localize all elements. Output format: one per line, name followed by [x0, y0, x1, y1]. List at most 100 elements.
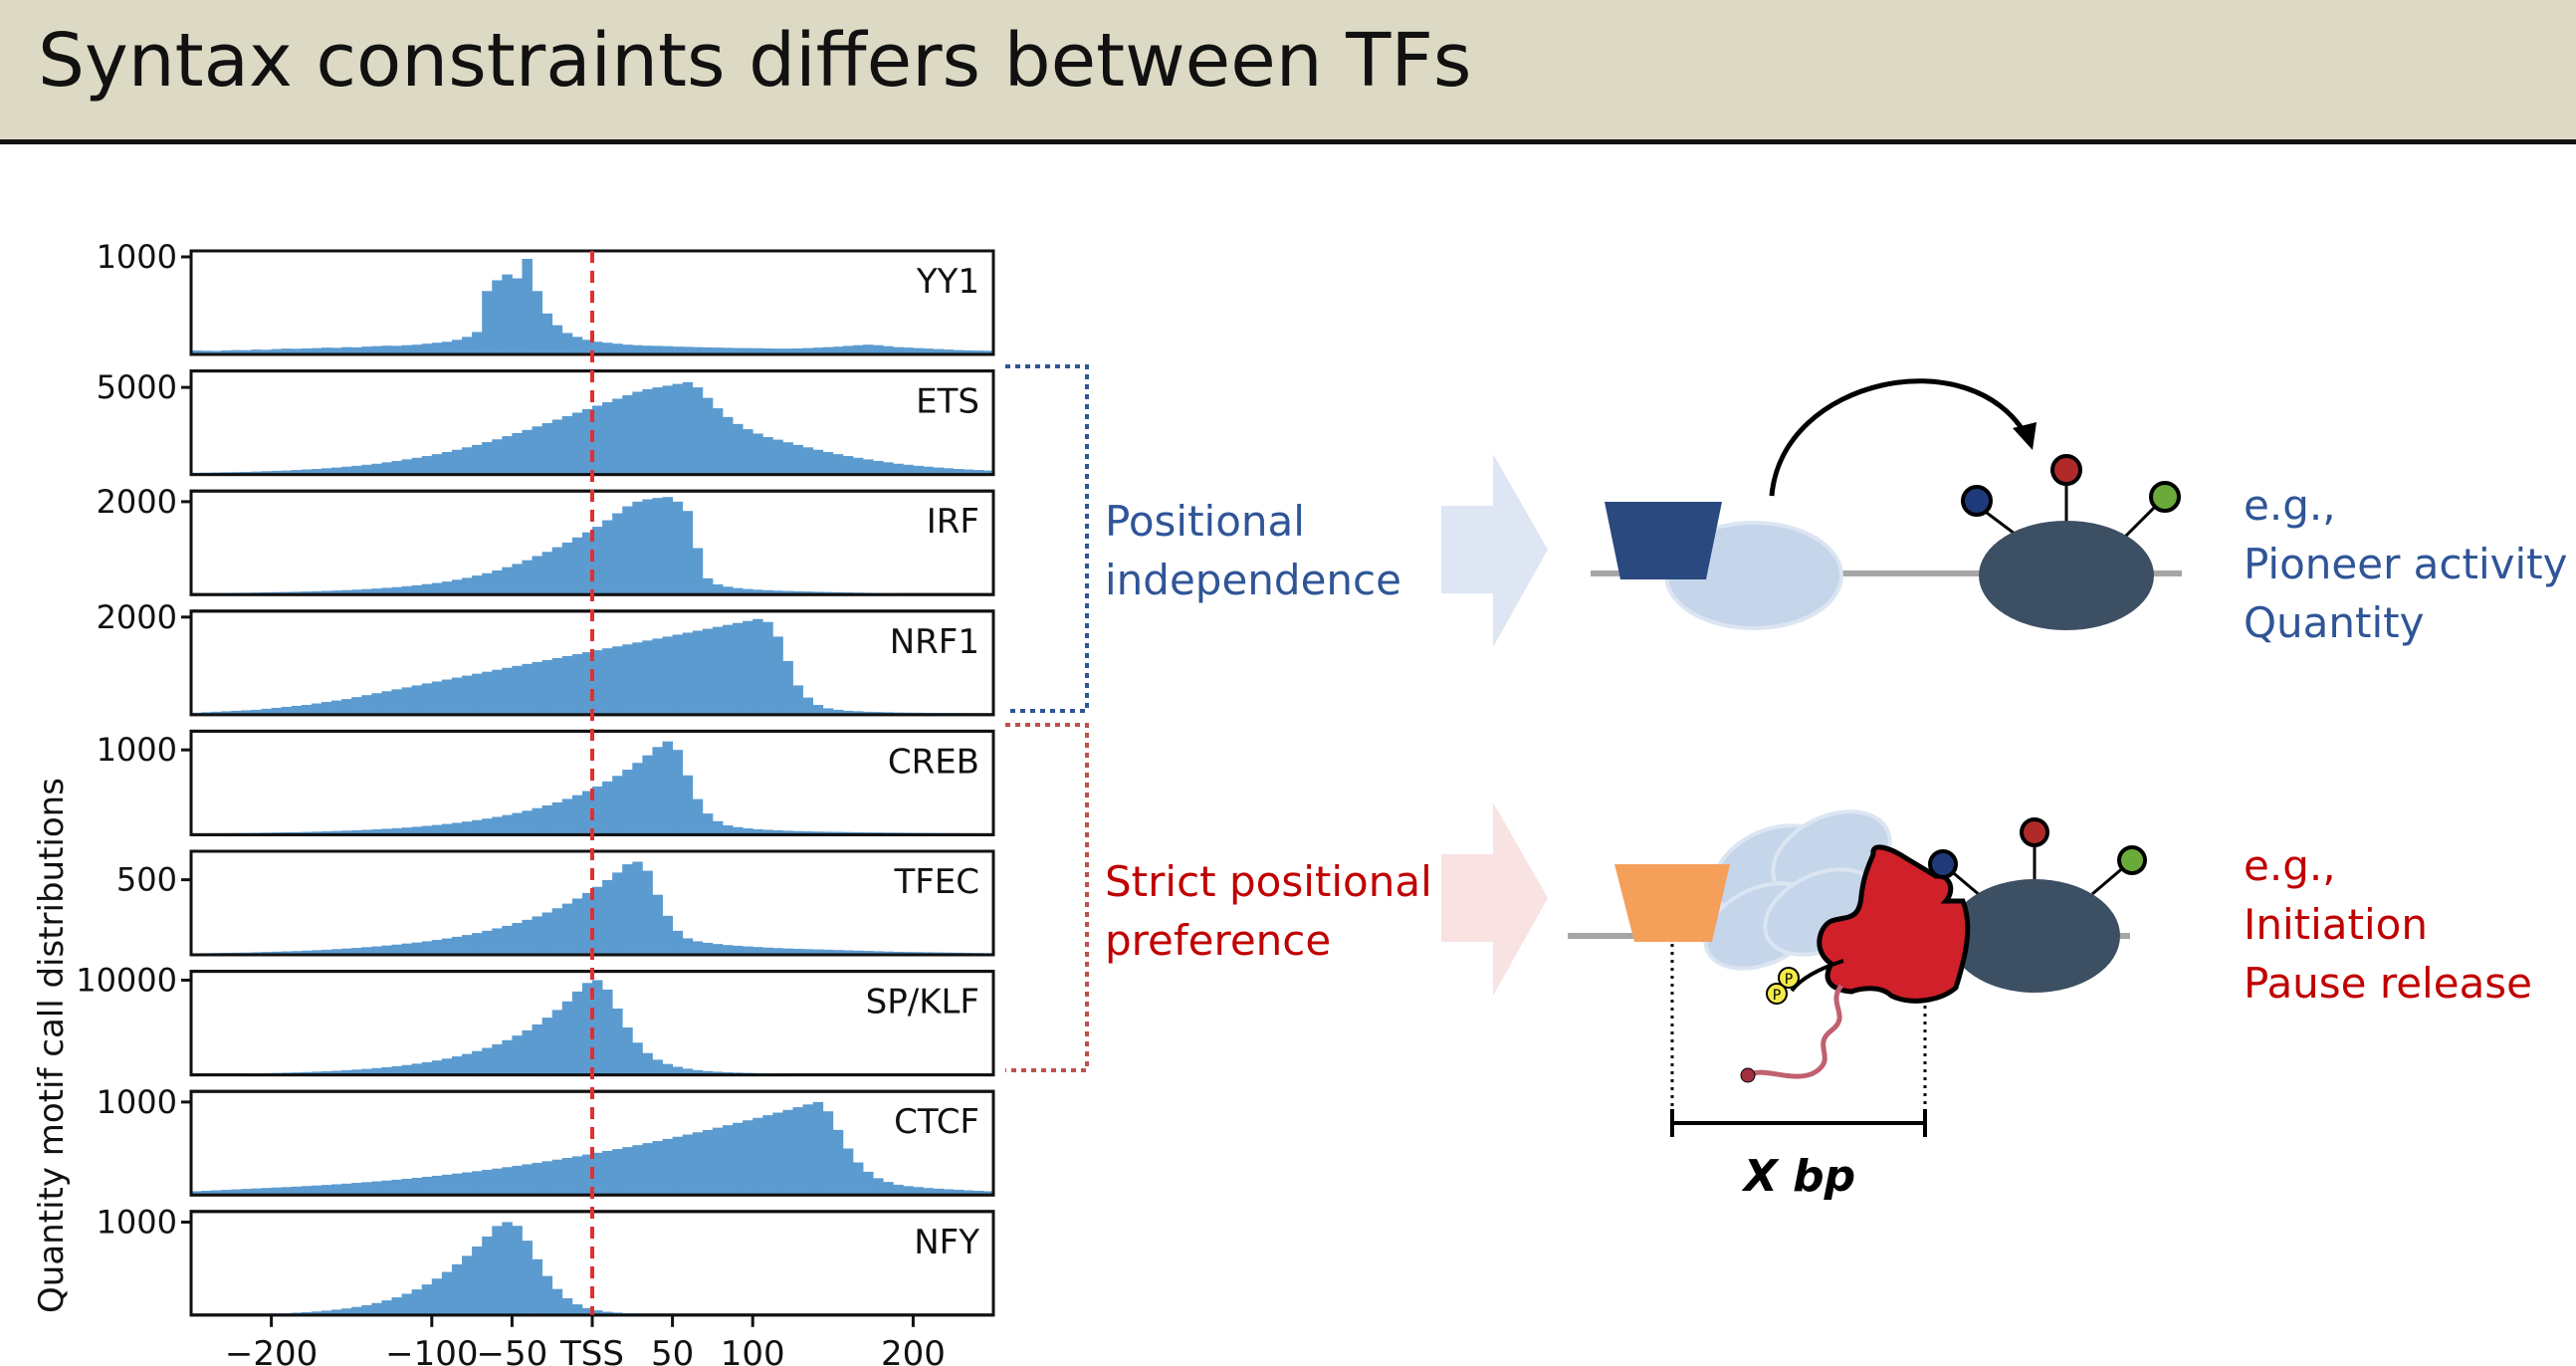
- bar: [421, 941, 433, 955]
- pol-ii-shape: [1817, 844, 1971, 1004]
- bar: [522, 1241, 533, 1315]
- bar: [772, 829, 783, 835]
- bar: [883, 462, 894, 475]
- bar: [592, 786, 603, 835]
- bar: [632, 763, 643, 835]
- bar: [963, 1190, 974, 1196]
- bar: [381, 945, 392, 955]
- top-arc-arrow: [1769, 378, 2030, 497]
- bar: [462, 337, 473, 354]
- bar: [421, 343, 433, 354]
- bar: [482, 671, 493, 715]
- bar: [561, 1001, 573, 1075]
- bar: [792, 444, 803, 475]
- bar: [682, 511, 694, 595]
- bar: [903, 1186, 914, 1196]
- bar: [642, 388, 653, 475]
- bar: [672, 383, 684, 475]
- bar: [632, 861, 643, 955]
- bar: [371, 1067, 382, 1075]
- bar: [702, 628, 714, 715]
- bar: [692, 548, 704, 595]
- bar: [512, 1035, 523, 1075]
- positional-bracket: [1005, 364, 1089, 713]
- bar: [743, 347, 753, 354]
- bar: [351, 1183, 362, 1196]
- bar: [401, 1293, 413, 1315]
- bar: [541, 552, 553, 595]
- bar: [462, 821, 473, 835]
- bar: [762, 947, 773, 955]
- bar: [682, 775, 694, 835]
- bar: [581, 791, 593, 835]
- bar: [662, 1138, 673, 1196]
- bar: [842, 1148, 854, 1196]
- bar: [733, 622, 744, 715]
- bar: [441, 452, 453, 475]
- bar: [451, 677, 463, 715]
- phospho-1: [1778, 967, 1800, 989]
- bar: [512, 923, 523, 955]
- bar: [492, 928, 503, 955]
- bar: [391, 586, 402, 595]
- bar: [883, 1182, 894, 1196]
- ytick-label: 500: [116, 861, 177, 899]
- bar: [411, 1289, 423, 1315]
- bar: [692, 798, 704, 835]
- bar: [502, 436, 513, 475]
- bar: [963, 469, 974, 475]
- bar: [341, 948, 352, 955]
- bar: [592, 1152, 603, 1196]
- bar: [632, 344, 643, 354]
- bar: [492, 1168, 503, 1196]
- bar: [401, 585, 413, 595]
- bar: [271, 951, 283, 955]
- bar: [532, 426, 543, 475]
- bar: [903, 347, 914, 354]
- bar: [462, 675, 473, 715]
- bar: [802, 949, 814, 955]
- bar: [321, 830, 332, 835]
- bar: [672, 930, 684, 955]
- bar: [502, 814, 513, 835]
- bar: [431, 1060, 443, 1075]
- bar: [602, 781, 613, 835]
- bar: [802, 1104, 814, 1196]
- bar: [953, 1189, 965, 1196]
- bar: [943, 1189, 955, 1196]
- bar: [672, 1136, 684, 1196]
- bar: [873, 1178, 884, 1196]
- bar: [502, 274, 513, 354]
- top-schematic: [1591, 378, 2182, 630]
- top-dot-blue: [1961, 485, 1993, 517]
- panel-title: TFEC: [893, 862, 979, 902]
- bar: [551, 1288, 563, 1315]
- bar: [561, 656, 573, 715]
- bar: [522, 1164, 533, 1196]
- bar: [341, 699, 352, 715]
- bar: [391, 1179, 402, 1196]
- bottom-tf-shape: [1614, 864, 1730, 942]
- bar: [311, 1185, 322, 1196]
- bar: [512, 812, 523, 835]
- bar: [472, 332, 483, 354]
- bar: [682, 381, 694, 475]
- bar: [331, 830, 342, 835]
- bar: [733, 423, 744, 475]
- bar: [431, 342, 443, 354]
- bottom-dot-red: [2020, 817, 2049, 847]
- bar: [792, 685, 803, 715]
- bar: [391, 1297, 402, 1315]
- bar: [581, 1154, 593, 1196]
- bar: [261, 349, 272, 354]
- bar: [842, 456, 854, 475]
- bar: [301, 469, 313, 475]
- bar: [702, 1129, 714, 1196]
- bar: [602, 989, 613, 1075]
- bar: [451, 822, 463, 835]
- bar: [642, 1143, 653, 1196]
- xtick-label: 200: [881, 1334, 946, 1366]
